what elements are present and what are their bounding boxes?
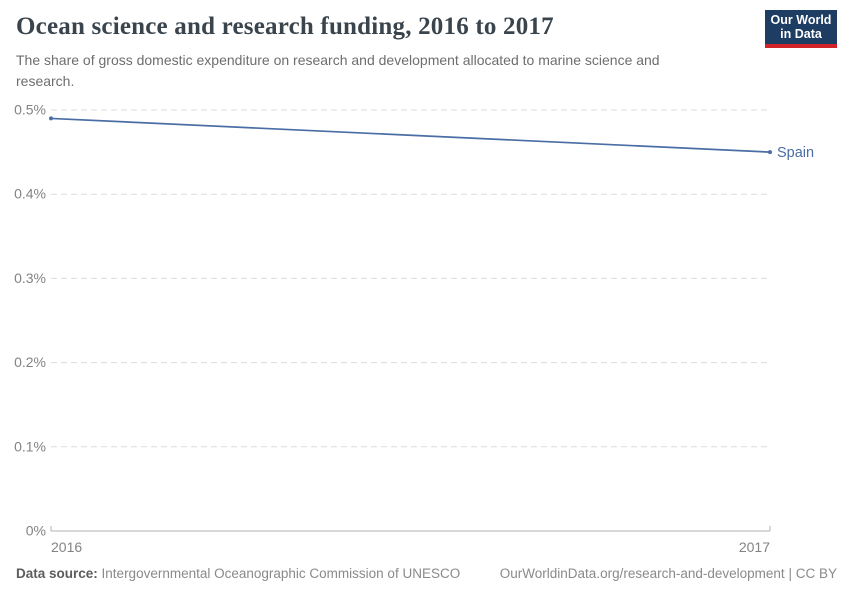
- page-title: Ocean science and research funding, 2016…: [16, 13, 554, 40]
- chart-subtitle: The share of gross domestic expenditure …: [16, 52, 660, 89]
- x-axis-tick-label: 2016: [51, 539, 82, 555]
- license-badge: CC BY: [795, 566, 837, 581]
- data-point-spain-2016: [49, 116, 53, 121]
- data-point-spain-2017: [768, 150, 772, 155]
- data-source-value: Intergovernmental Oceanographic Commissi…: [101, 566, 461, 581]
- owid-logo-line2: in Data: [780, 27, 822, 41]
- chart-footer: Data source: Intergovernmental Oceanogra…: [16, 566, 837, 581]
- license-line: OurWorldinData.org/research-and-developm…: [500, 566, 837, 581]
- owid-logo-line1: Our World: [770, 13, 832, 27]
- series-line-spain: [50, 117, 771, 153]
- y-axis-tick-label: 0.5%: [14, 102, 46, 118]
- y-axis-tick-label: 0.1%: [14, 438, 46, 454]
- data-source-line: Data source: Intergovernmental Oceanogra…: [16, 566, 460, 581]
- owid-logo[interactable]: Our World in Data: [765, 10, 837, 48]
- series-label-spain[interactable]: Spain: [777, 145, 814, 161]
- y-axis-tick-label: 0.4%: [14, 186, 46, 202]
- footer-separator: |: [788, 566, 792, 581]
- y-axis-tick-label: 0.3%: [14, 270, 46, 286]
- data-source-label: Data source:: [16, 566, 98, 581]
- x-axis-tick-label: 2017: [739, 539, 770, 555]
- y-axis-tick-label: 0%: [26, 523, 46, 539]
- owid-url-link[interactable]: OurWorldinData.org/research-and-developm…: [499, 566, 785, 581]
- y-axis-tick-label: 0.2%: [14, 354, 46, 370]
